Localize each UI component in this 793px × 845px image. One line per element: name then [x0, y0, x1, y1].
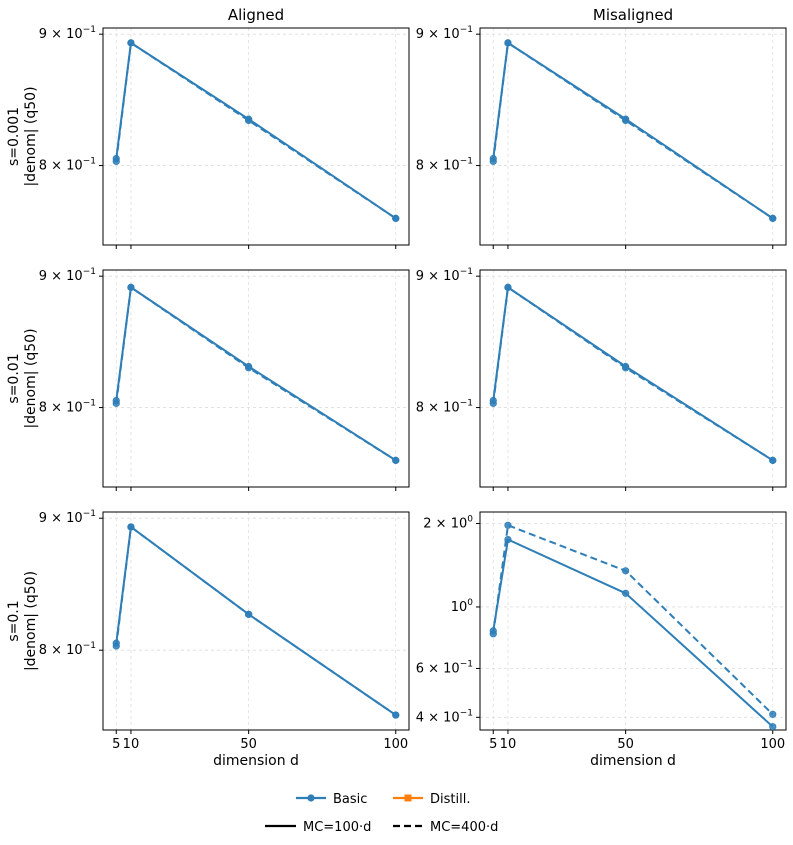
series-line-2 [492, 524, 774, 716]
panel-title: Misaligned [593, 6, 673, 24]
legend-mc400-label: MC=400·d [430, 820, 498, 835]
axes-frame [479, 269, 787, 488]
x-tick-label: 100 [383, 737, 408, 752]
y-tick-label: 6 × 10−1 [416, 659, 473, 676]
y-tick-label: 9 × 10−1 [416, 267, 473, 284]
y-tick-label: 8 × 10−1 [39, 157, 96, 174]
data-point [127, 39, 135, 47]
legend-distill-marker [404, 794, 412, 802]
series-line-1 [115, 41, 397, 220]
data-point [769, 710, 777, 718]
x-tick-label: 50 [617, 737, 634, 752]
data-point [504, 283, 512, 291]
x-axis-label: dimension d [213, 753, 299, 769]
series-line-1 [492, 41, 774, 220]
y-tick-label: 8 × 10−1 [39, 399, 96, 416]
data-point [504, 521, 512, 529]
x-tick-label: 5 [489, 737, 497, 752]
axes-frame [102, 511, 410, 731]
x-tick-label: 10 [123, 737, 140, 752]
data-point [245, 610, 253, 618]
data-point [622, 589, 630, 597]
data-point [622, 116, 630, 125]
chart-panel-2: 9 × 10−1 8 × 10−1 Misaligned [416, 6, 787, 249]
legend-distill-label: Distill. [430, 792, 470, 807]
y-tick-label: 8 × 10−1 [39, 641, 96, 658]
data-point [622, 364, 630, 372]
series-line-1 [115, 286, 397, 462]
legend-basic-marker [307, 794, 315, 802]
data-point [769, 456, 777, 464]
data-point [127, 283, 135, 291]
x-tick-label: 100 [760, 737, 785, 752]
data-point [489, 630, 497, 638]
chart-panel-5: 5 10 50 100 9 × 10−1 8 × 10−1 dimension d s=0.1… [6, 509, 410, 769]
y-tick-label: 8 × 10−1 [416, 157, 473, 174]
y-axis-label: |denom| (q50) [23, 328, 39, 428]
legend-mc100-label: MC=100·d [303, 820, 371, 835]
chart-panel-4: 9 × 10−1 8 × 10−1 [416, 267, 787, 491]
y-axis-label: s=0.01 [6, 353, 22, 403]
data-point [112, 399, 120, 407]
data-point [392, 456, 400, 464]
axes-frame [479, 511, 787, 731]
x-tick-label: 10 [500, 737, 517, 752]
series-line-1 [492, 286, 774, 462]
data-point [489, 399, 497, 407]
series-line-2 [492, 286, 774, 462]
data-point [504, 39, 512, 47]
series-line-1 [115, 525, 397, 716]
x-tick-label: 5 [112, 737, 120, 752]
y-tick-label: 9 × 10−1 [39, 509, 96, 526]
y-axis-label: |denom| (q50) [23, 571, 39, 671]
series-line-2 [492, 41, 774, 220]
y-tick-label: 9 × 10−1 [39, 25, 96, 42]
y-tick-label: 9 × 10−1 [416, 25, 473, 42]
data-point [245, 116, 253, 125]
series-line-1 [492, 538, 774, 728]
series-line-2 [115, 286, 397, 462]
data-point [769, 723, 777, 731]
chart-panel-1: 9 × 10−1 8 × 10−1 Aligned s=0.001 |denom| (q… [6, 6, 410, 249]
axes-frame [102, 27, 410, 246]
data-point [127, 523, 135, 531]
y-tick-label: 4 × 10−1 [416, 708, 473, 725]
data-point [392, 214, 400, 222]
y-tick-label: 100 [451, 598, 474, 615]
x-tick-label: 50 [240, 737, 257, 752]
chart-panel-6: 5 10 50 100 2 × 100 100 6 × 10−1 4 × 10−1 dimens… [416, 511, 787, 769]
y-tick-label: 8 × 10−1 [416, 399, 473, 416]
y-axis-label: s=0.001 [6, 107, 22, 166]
data-point [392, 711, 400, 719]
data-point [622, 567, 630, 575]
series-line-2 [115, 41, 397, 220]
data-point [112, 642, 120, 650]
panel-title: Aligned [228, 6, 284, 24]
y-axis-label: s=0.1 [6, 600, 22, 641]
axes-frame [102, 269, 410, 488]
data-point [489, 157, 497, 165]
series-line-2 [115, 525, 397, 716]
data-point [245, 364, 253, 372]
legend: Basic Distill. MC=100·d MC=400·d [265, 792, 498, 835]
y-axis-label: |denom| (q50) [23, 86, 39, 186]
chart-panel-3: 9 × 10−1 8 × 10−1 s=0.01 |denom| (q50) [6, 267, 410, 491]
y-tick-label: 9 × 10−1 [39, 267, 96, 284]
x-axis-label: dimension d [590, 753, 676, 769]
legend-basic-label: Basic [333, 792, 367, 807]
axes-frame [479, 27, 787, 246]
y-tick-label: 2 × 100 [423, 514, 473, 531]
data-point [112, 157, 120, 165]
data-point [769, 214, 777, 222]
